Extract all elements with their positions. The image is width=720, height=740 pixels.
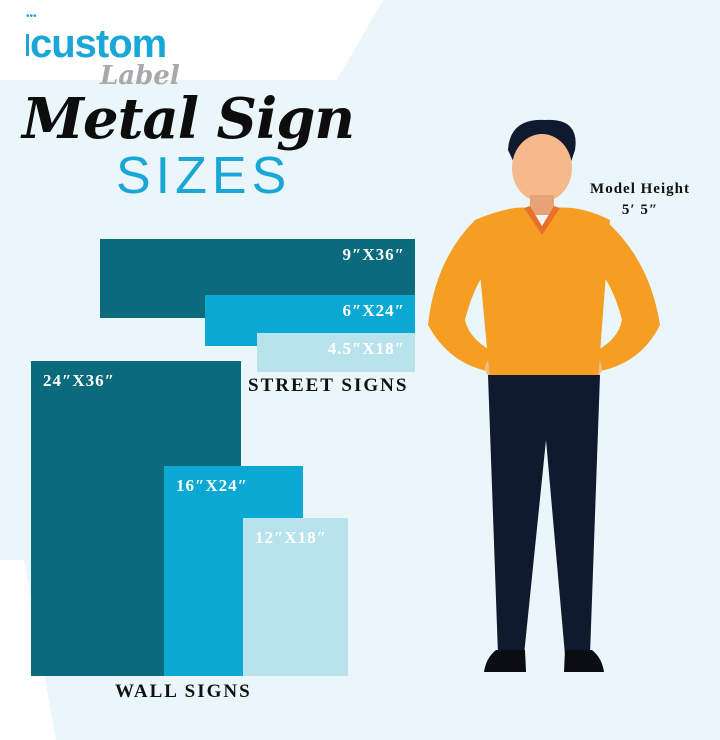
wall-sign-12x18: 12″X18″	[243, 518, 348, 676]
neck	[530, 195, 554, 215]
size-label: 16″X24″	[176, 476, 249, 495]
size-label: 6″X24″	[342, 301, 405, 320]
left-shoe	[484, 650, 526, 672]
collar	[524, 206, 560, 235]
size-label: 24″X36″	[43, 371, 116, 390]
title: Metal Sign	[22, 86, 355, 152]
pants	[488, 375, 600, 655]
model-height-value: 5′ 5″	[621, 202, 659, 218]
model-figure	[428, 119, 660, 672]
shirt	[475, 207, 610, 380]
model-height-label: Model Height	[590, 181, 690, 197]
street-signs-label: STREET SIGNS	[248, 375, 409, 396]
right-shoe	[564, 650, 604, 672]
logo-bar	[26, 34, 29, 56]
logo-label: Label	[100, 61, 180, 91]
logo-custom: custom	[30, 22, 167, 66]
logo-dots: •••	[26, 11, 37, 22]
size-label: 4.5″X18″	[327, 339, 405, 358]
subtitle: SIZES	[116, 147, 292, 205]
size-label: 9″X36″	[342, 245, 405, 264]
size-label: 12″X18″	[255, 528, 328, 547]
face	[512, 134, 572, 202]
street-sign-4-5x18: 4.5″X18″	[257, 333, 415, 372]
wall-signs-label: WALL SIGNS	[115, 681, 252, 702]
